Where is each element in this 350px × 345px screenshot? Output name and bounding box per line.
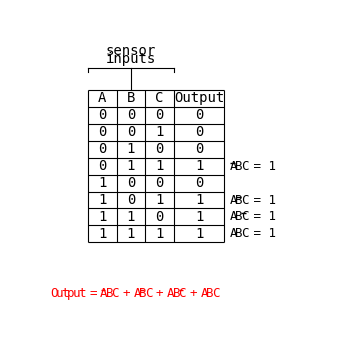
Text: 0: 0	[98, 159, 106, 173]
Text: Output: Output	[174, 91, 224, 105]
Text: 0: 0	[195, 108, 203, 122]
Text: = 1: = 1	[246, 194, 276, 207]
Text: C: C	[155, 91, 164, 105]
Text: A: A	[201, 287, 208, 300]
Text: 1: 1	[155, 125, 164, 139]
Text: =: =	[89, 287, 97, 300]
Text: 0: 0	[98, 125, 106, 139]
Text: C: C	[241, 227, 248, 240]
Text: 1: 1	[98, 227, 106, 241]
Text: A: A	[230, 227, 237, 240]
Text: p: p	[67, 287, 74, 300]
Text: = 1: = 1	[246, 227, 276, 240]
Text: 1: 1	[195, 159, 203, 173]
Text: t: t	[61, 287, 69, 300]
Text: +: +	[122, 287, 130, 300]
Text: 1: 1	[98, 210, 106, 224]
Text: 0: 0	[127, 193, 135, 207]
Text: A: A	[230, 160, 237, 172]
Text: = 1: = 1	[246, 160, 276, 172]
Text: 0: 0	[155, 176, 164, 190]
Text: 0: 0	[195, 176, 203, 190]
Text: 0: 0	[155, 108, 164, 122]
Text: 0: 0	[127, 176, 135, 190]
Text: 1: 1	[155, 159, 164, 173]
Text: 1: 1	[127, 227, 135, 241]
Text: 0: 0	[98, 142, 106, 156]
Text: 1: 1	[127, 142, 135, 156]
Text: B: B	[235, 194, 243, 207]
Text: B: B	[235, 227, 243, 240]
Text: O: O	[50, 287, 57, 300]
Text: 0: 0	[127, 125, 135, 139]
Text: C: C	[145, 287, 152, 300]
Text: B: B	[235, 160, 243, 172]
Text: 0: 0	[195, 125, 203, 139]
Text: 1: 1	[195, 210, 203, 224]
Text: B: B	[206, 287, 214, 300]
Text: sensor: sensor	[106, 43, 156, 58]
Text: B: B	[173, 287, 180, 300]
Text: t: t	[78, 287, 85, 300]
Text: u: u	[72, 287, 80, 300]
Text: 1: 1	[195, 193, 203, 207]
Text: A: A	[100, 287, 108, 300]
Text: 1: 1	[98, 193, 106, 207]
Text: 1: 1	[155, 193, 164, 207]
Text: 0: 0	[155, 142, 164, 156]
Text: u: u	[56, 287, 63, 300]
Text: 1: 1	[155, 227, 164, 241]
Text: +: +	[156, 287, 163, 300]
Text: A: A	[134, 287, 141, 300]
Text: A: A	[230, 210, 237, 224]
Text: B: B	[106, 287, 113, 300]
Text: B: B	[139, 287, 147, 300]
Text: 1: 1	[127, 159, 135, 173]
Text: C: C	[241, 194, 248, 207]
Text: inputs: inputs	[106, 52, 156, 66]
Text: 0: 0	[155, 210, 164, 224]
Text: A: A	[98, 91, 106, 105]
Text: B: B	[127, 91, 135, 105]
Text: 0: 0	[98, 108, 106, 122]
Text: 1: 1	[127, 210, 135, 224]
Text: A: A	[167, 287, 175, 300]
Text: C: C	[241, 160, 248, 172]
Text: 0: 0	[195, 142, 203, 156]
Text: C: C	[178, 287, 186, 300]
Text: C: C	[111, 287, 119, 300]
Text: 0: 0	[127, 108, 135, 122]
Text: A: A	[230, 194, 237, 207]
Text: 1: 1	[195, 227, 203, 241]
Text: C: C	[212, 287, 219, 300]
Text: 1: 1	[98, 176, 106, 190]
Text: C: C	[241, 210, 248, 224]
Text: = 1: = 1	[246, 210, 276, 224]
Text: B: B	[235, 210, 243, 224]
Text: +: +	[189, 287, 197, 300]
